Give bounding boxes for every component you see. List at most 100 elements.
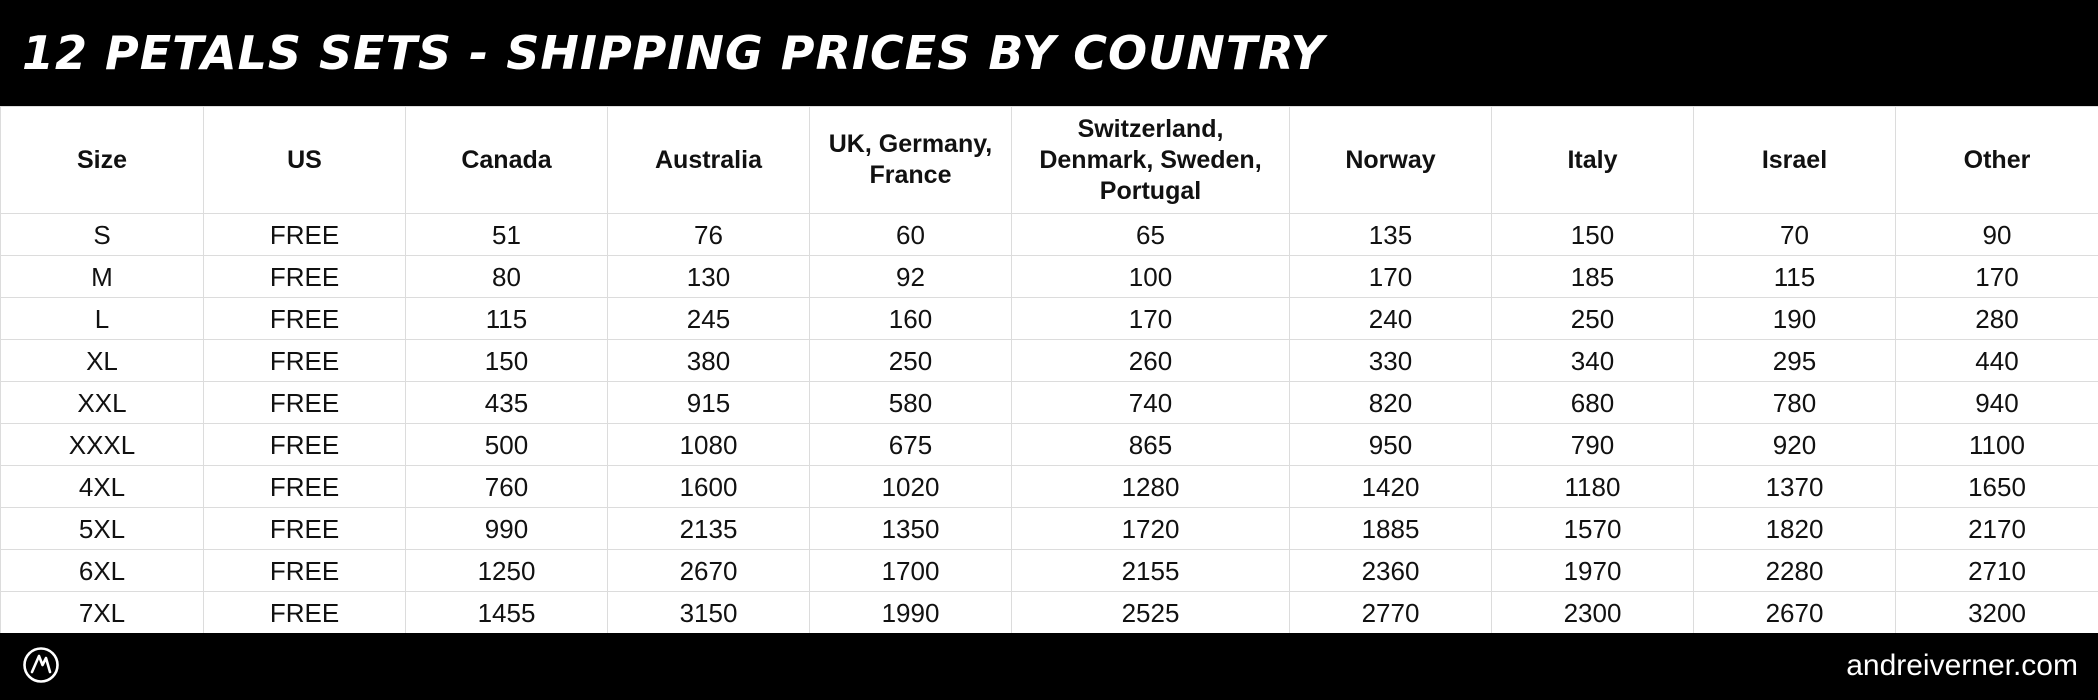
cell-size: M: [0, 255, 204, 298]
cell-other: 170: [1895, 255, 2098, 298]
cell-other: 280: [1895, 297, 2098, 340]
table-row: XL FREE 150 380 250 260 330 340 295 440: [0, 339, 2098, 382]
cell-us: FREE: [203, 465, 406, 508]
cell-australia: 915: [607, 381, 810, 424]
cell-uk-germany-france: 250: [809, 339, 1012, 382]
table-row: XXL FREE 435 915 580 740 820 680 780 940: [0, 381, 2098, 424]
cell-size: S: [0, 213, 204, 256]
cell-other: 440: [1895, 339, 2098, 382]
cell-switzerland-denmark-sweden-portugal: 65: [1011, 213, 1290, 256]
table-row: L FREE 115 245 160 170 240 250 190 280: [0, 297, 2098, 340]
cell-size: 6XL: [0, 549, 204, 592]
cell-norway: 170: [1289, 255, 1492, 298]
cell-us: FREE: [203, 297, 406, 340]
price-table-container: Size US Canada Australia UK, Germany, Fr…: [0, 106, 2098, 634]
cell-switzerland-denmark-sweden-portugal: 1280: [1011, 465, 1290, 508]
column-header-uk-germany-france: UK, Germany, France: [809, 106, 1012, 214]
cell-uk-germany-france: 92: [809, 255, 1012, 298]
cell-uk-germany-france: 1990: [809, 591, 1012, 634]
cell-norway: 950: [1289, 423, 1492, 466]
cell-israel: 1820: [1693, 507, 1896, 550]
cell-size: 7XL: [0, 591, 204, 634]
cell-italy: 150: [1491, 213, 1694, 256]
cell-canada: 51: [405, 213, 608, 256]
cell-italy: 790: [1491, 423, 1694, 466]
cell-size: XXXL: [0, 423, 204, 466]
cell-us: FREE: [203, 213, 406, 256]
cell-switzerland-denmark-sweden-portugal: 740: [1011, 381, 1290, 424]
cell-size: XXL: [0, 381, 204, 424]
cell-other: 2710: [1895, 549, 2098, 592]
cell-canada: 150: [405, 339, 608, 382]
page-title: 12 Petals Sets - Shipping Prices by Coun…: [22, 26, 1325, 80]
table-header: Size US Canada Australia UK, Germany, Fr…: [0, 106, 2098, 214]
cell-israel: 295: [1693, 339, 1896, 382]
cell-us: FREE: [203, 591, 406, 634]
cell-canada: 1250: [405, 549, 608, 592]
cell-uk-germany-france: 1020: [809, 465, 1012, 508]
cell-switzerland-denmark-sweden-portugal: 170: [1011, 297, 1290, 340]
cell-norway: 2770: [1289, 591, 1492, 634]
cell-canada: 500: [405, 423, 608, 466]
column-header-us: US: [203, 106, 406, 214]
cell-norway: 330: [1289, 339, 1492, 382]
cell-israel: 115: [1693, 255, 1896, 298]
cell-israel: 2670: [1693, 591, 1896, 634]
table-row: M FREE 80 130 92 100 170 185 115 170: [0, 255, 2098, 298]
cell-canada: 80: [405, 255, 608, 298]
cell-switzerland-denmark-sweden-portugal: 865: [1011, 423, 1290, 466]
cell-switzerland-denmark-sweden-portugal: 100: [1011, 255, 1290, 298]
footer-bar: andreiverner.com: [0, 633, 2098, 700]
column-header-australia: Australia: [607, 106, 810, 214]
website-link[interactable]: andreiverner.com: [1846, 649, 2078, 682]
cell-canada: 990: [405, 507, 608, 550]
cell-australia: 2670: [607, 549, 810, 592]
table-row: XXXL FREE 500 1080 675 865 950 790 920 1100: [0, 423, 2098, 466]
cell-other: 1650: [1895, 465, 2098, 508]
column-header-size: Size: [0, 106, 204, 214]
cell-other: 3200: [1895, 591, 2098, 634]
cell-italy: 1570: [1491, 507, 1694, 550]
cell-switzerland-denmark-sweden-portugal: 260: [1011, 339, 1290, 382]
cell-australia: 76: [607, 213, 810, 256]
cell-us: FREE: [203, 339, 406, 382]
cell-other: 940: [1895, 381, 2098, 424]
cell-australia: 1600: [607, 465, 810, 508]
header-row: Size US Canada Australia UK, Germany, Fr…: [0, 106, 2098, 214]
cell-canada: 435: [405, 381, 608, 424]
header-bar: 12 Petals Sets - Shipping Prices by Coun…: [0, 0, 2098, 106]
cell-italy: 250: [1491, 297, 1694, 340]
cell-australia: 380: [607, 339, 810, 382]
cell-norway: 240: [1289, 297, 1492, 340]
cell-size: L: [0, 297, 204, 340]
cell-canada: 1455: [405, 591, 608, 634]
cell-italy: 680: [1491, 381, 1694, 424]
cell-switzerland-denmark-sweden-portugal: 2155: [1011, 549, 1290, 592]
cell-switzerland-denmark-sweden-portugal: 1720: [1011, 507, 1290, 550]
cell-us: FREE: [203, 549, 406, 592]
cell-israel: 190: [1693, 297, 1896, 340]
cell-norway: 135: [1289, 213, 1492, 256]
cell-canada: 115: [405, 297, 608, 340]
column-header-israel: Israel: [1693, 106, 1896, 214]
cell-italy: 2300: [1491, 591, 1694, 634]
cell-australia: 1080: [607, 423, 810, 466]
cell-size: XL: [0, 339, 204, 382]
cell-israel: 920: [1693, 423, 1896, 466]
table-row: 6XL FREE 1250 2670 1700 2155 2360 1970 2280 2710: [0, 549, 2098, 592]
cell-israel: 2280: [1693, 549, 1896, 592]
cell-australia: 2135: [607, 507, 810, 550]
cell-australia: 130: [607, 255, 810, 298]
cell-uk-germany-france: 1700: [809, 549, 1012, 592]
cell-uk-germany-france: 580: [809, 381, 1012, 424]
cell-us: FREE: [203, 255, 406, 298]
cell-other: 90: [1895, 213, 2098, 256]
cell-australia: 3150: [607, 591, 810, 634]
cell-other: 1100: [1895, 423, 2098, 466]
cell-italy: 1180: [1491, 465, 1694, 508]
cell-us: FREE: [203, 381, 406, 424]
cell-size: 4XL: [0, 465, 204, 508]
cell-italy: 1970: [1491, 549, 1694, 592]
cell-uk-germany-france: 160: [809, 297, 1012, 340]
table-row: S FREE 51 76 60 65 135 150 70 90: [0, 213, 2098, 256]
